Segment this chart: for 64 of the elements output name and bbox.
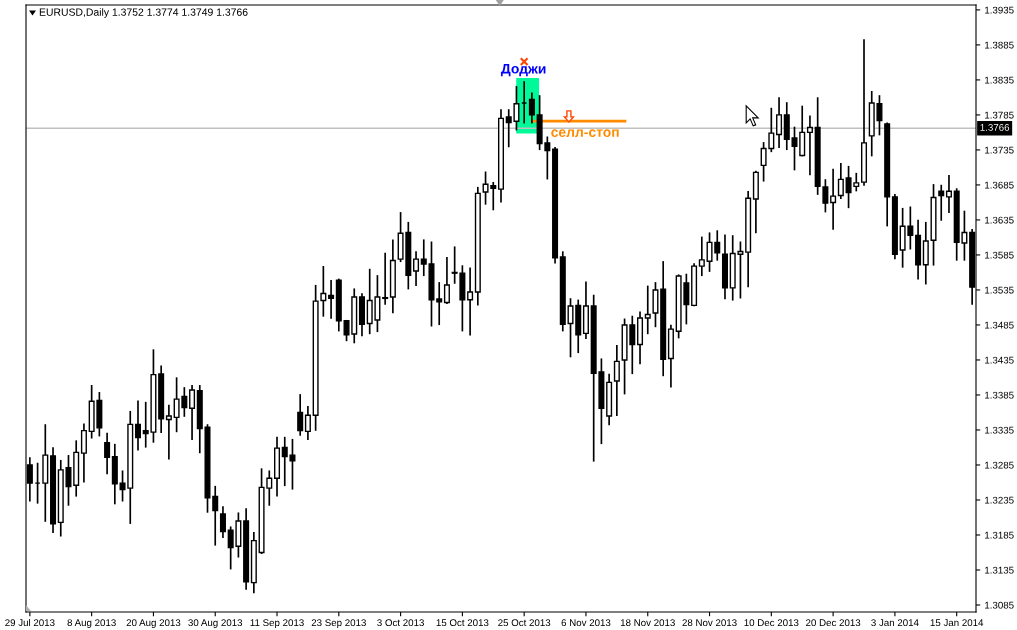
x-tick-label: 30 Aug 2013: [188, 619, 243, 629]
y-tick-label: 1.3485: [985, 321, 1014, 329]
y-tick-label: 1.3385: [985, 391, 1014, 399]
x-tick-label: 23 Sep 2013: [311, 619, 366, 629]
y-tick-label: 1.3785: [985, 111, 1014, 119]
x-tick-label: 10 Dec 2013: [744, 619, 799, 627]
y-tick-label: 1.3735: [985, 146, 1014, 154]
candlestick: [922, 221, 929, 285]
y-tick-label: 1.3835: [985, 76, 1014, 84]
x-tick-label: 3 Oct 2013: [377, 619, 424, 627]
candlestick: [652, 282, 659, 328]
candlestick: [382, 252, 389, 305]
candlestick: [945, 174, 952, 214]
x-tick-label: 8 Aug 2013: [67, 619, 116, 629]
y-tick-label: 1.3935: [985, 6, 1014, 14]
candlestick: [297, 394, 304, 436]
candlestick: [304, 406, 311, 440]
candlestick: [806, 115, 813, 176]
candlestick: [698, 236, 705, 277]
candlestick: [189, 385, 196, 440]
x-tick-label: 28 Nov 2013: [682, 619, 737, 627]
candlestick: [467, 267, 474, 336]
y-tick-label: 1.3335: [985, 426, 1014, 434]
candlestick: [613, 345, 620, 417]
candlestick: [528, 92, 535, 124]
y-tick-label: 1.3435: [985, 356, 1014, 364]
ref-line-label: селл-стоп: [551, 129, 619, 137]
x-tick-label: 11 Sep 2013: [250, 619, 304, 629]
candlestick: [443, 256, 450, 305]
y-tick-label: 1.3885: [985, 41, 1014, 49]
candlestick: [134, 400, 142, 451]
x-tick-label: 29 Jul 2013: [5, 618, 55, 627]
x-tick-label: 15 Oct 2013: [436, 619, 489, 627]
y-tick-label: 1.3085: [985, 601, 1014, 609]
x-tick-label: 25 Oct 2013: [498, 619, 551, 627]
candlestick: [80, 423, 87, 483]
y-tick-label: 1.3685: [985, 181, 1014, 189]
x-tick-label: 18 Nov 2013: [620, 619, 675, 627]
ref-line-label: 1.3766: [980, 123, 1010, 131]
candlestick: [837, 163, 844, 200]
candlestick: [165, 404, 172, 460]
chart-title: EURUSD,Daily 1.3752 1.3774 1.3749 1.3766: [39, 8, 248, 18]
y-tick-label: 1.3535: [985, 286, 1014, 294]
candlestick: [938, 184, 945, 221]
y-tick-label: 1.3635: [985, 216, 1014, 224]
x-tick-label: 20 Dec 2013: [806, 619, 861, 627]
candlestick: [644, 285, 651, 335]
x-tick-label: 15 Jan 2014: [930, 619, 984, 627]
annotation: Доджи: [500, 63, 546, 77]
candlestick: [830, 168, 837, 230]
candlestick: [328, 280, 335, 319]
y-tick-label: 1.3235: [985, 496, 1014, 504]
y-tick-label: 1.3135: [985, 566, 1014, 574]
y-tick-label: 1.3285: [985, 461, 1014, 469]
y-tick-label: 1.3585: [985, 251, 1014, 259]
x-tick-label: 6 Nov 2013: [561, 619, 611, 627]
y-tick-label: 1.3185: [985, 531, 1014, 539]
candlestick: [219, 506, 226, 538]
candlestick: [104, 432, 111, 475]
candlestick: [776, 97, 783, 148]
candlestick: [413, 251, 420, 286]
x-tick-label: 20 Aug 2013: [126, 619, 181, 629]
x-tick-label: 3 Jan 2014: [871, 619, 919, 627]
candlestick: [436, 282, 443, 326]
